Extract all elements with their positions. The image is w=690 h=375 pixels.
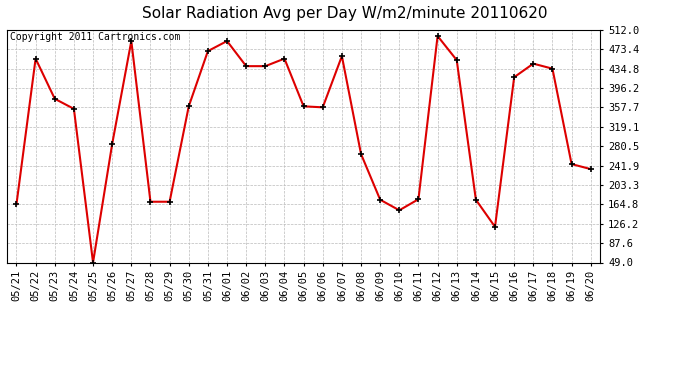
Text: Solar Radiation Avg per Day W/m2/minute 20110620: Solar Radiation Avg per Day W/m2/minute … — [142, 6, 548, 21]
Text: Copyright 2011 Cartronics.com: Copyright 2011 Cartronics.com — [10, 32, 180, 42]
